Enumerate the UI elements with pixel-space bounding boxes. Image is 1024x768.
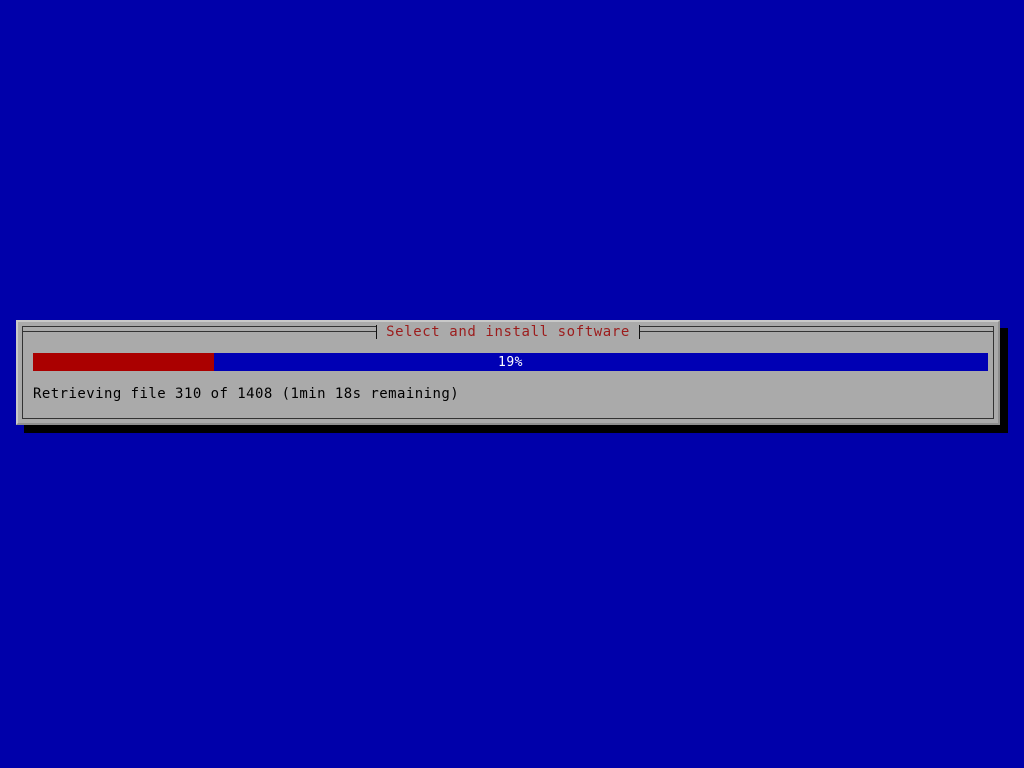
title-rule-left [22,325,378,339]
progress-percent-label: 19% [498,354,523,370]
dialog-titlebar: Select and install software [22,322,994,341]
progress-bar: 19% [33,353,988,371]
progress-dialog: Select and install software 19% Retrievi… [16,320,1000,425]
dialog-title: Select and install software [377,324,639,339]
progress-bar-fill [33,353,215,371]
title-rule-right [638,325,994,339]
status-text: Retrieving file 310 of 1408 (1min 18s re… [33,386,460,402]
